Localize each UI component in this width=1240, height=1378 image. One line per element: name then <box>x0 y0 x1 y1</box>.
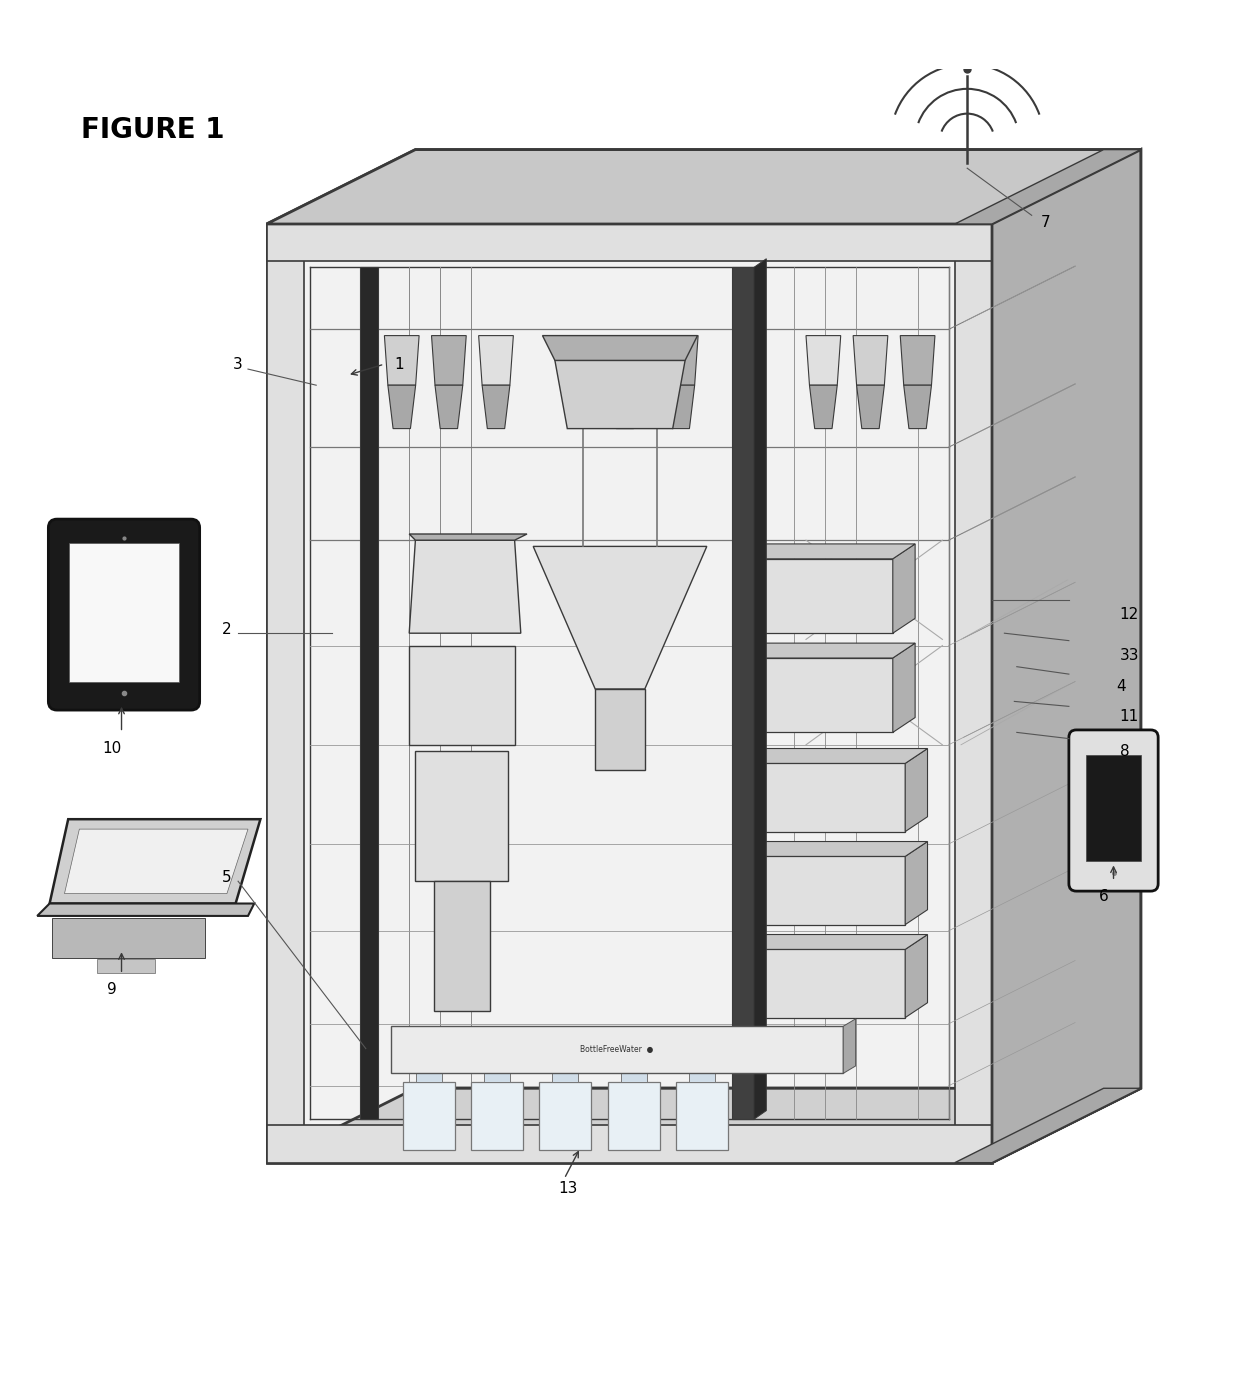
Polygon shape <box>552 1067 578 1082</box>
Text: 7: 7 <box>1040 215 1050 230</box>
Polygon shape <box>744 748 928 763</box>
Text: 9: 9 <box>107 981 117 996</box>
Polygon shape <box>732 267 754 1119</box>
Polygon shape <box>37 904 254 916</box>
Polygon shape <box>620 1067 647 1082</box>
Polygon shape <box>64 830 248 893</box>
Polygon shape <box>992 150 1141 1163</box>
Polygon shape <box>432 336 466 386</box>
Polygon shape <box>744 934 928 949</box>
Polygon shape <box>484 1067 511 1082</box>
Polygon shape <box>900 336 935 386</box>
Polygon shape <box>744 856 905 925</box>
Polygon shape <box>267 150 1141 225</box>
Polygon shape <box>415 751 508 881</box>
Polygon shape <box>267 225 304 1163</box>
Polygon shape <box>853 336 888 386</box>
Polygon shape <box>667 386 694 429</box>
Text: 11: 11 <box>1120 708 1140 723</box>
Polygon shape <box>267 1089 1141 1163</box>
Polygon shape <box>267 150 1141 225</box>
Text: 4: 4 <box>1116 679 1126 695</box>
Polygon shape <box>754 259 766 1119</box>
Text: 13: 13 <box>558 1181 578 1196</box>
Polygon shape <box>409 540 521 634</box>
Polygon shape <box>955 225 992 1163</box>
Polygon shape <box>744 842 928 856</box>
Polygon shape <box>608 1082 660 1151</box>
Text: 8: 8 <box>1120 744 1130 758</box>
Polygon shape <box>663 336 698 386</box>
Polygon shape <box>595 689 645 769</box>
Polygon shape <box>267 225 992 262</box>
Text: 2: 2 <box>222 621 232 637</box>
Bar <box>1086 755 1141 861</box>
Text: 10: 10 <box>102 741 122 757</box>
Text: 6: 6 <box>1099 889 1109 904</box>
Polygon shape <box>556 361 684 429</box>
Polygon shape <box>360 267 378 1119</box>
Polygon shape <box>806 336 841 386</box>
Polygon shape <box>744 659 893 732</box>
Polygon shape <box>434 881 490 1011</box>
Polygon shape <box>267 1126 992 1163</box>
Polygon shape <box>955 1089 1141 1163</box>
Polygon shape <box>810 386 837 429</box>
Polygon shape <box>479 336 513 386</box>
Polygon shape <box>52 918 205 958</box>
Polygon shape <box>904 386 931 429</box>
Polygon shape <box>391 1027 843 1073</box>
Text: 3: 3 <box>233 357 243 372</box>
Polygon shape <box>905 842 928 925</box>
Text: 5: 5 <box>222 870 232 885</box>
Polygon shape <box>471 1082 523 1151</box>
Polygon shape <box>50 819 260 904</box>
Polygon shape <box>744 763 905 831</box>
Polygon shape <box>744 644 915 659</box>
Polygon shape <box>543 336 697 361</box>
Polygon shape <box>384 336 419 386</box>
Polygon shape <box>611 386 639 429</box>
Polygon shape <box>409 646 515 744</box>
Polygon shape <box>893 544 915 634</box>
Polygon shape <box>97 959 155 973</box>
Polygon shape <box>533 547 707 689</box>
FancyBboxPatch shape <box>48 520 200 710</box>
Polygon shape <box>992 150 1141 1163</box>
Polygon shape <box>539 1082 591 1151</box>
Text: BottleFreeWater  ●: BottleFreeWater ● <box>580 1046 653 1054</box>
Polygon shape <box>744 544 915 559</box>
Polygon shape <box>905 934 928 1017</box>
Polygon shape <box>955 150 1141 225</box>
Polygon shape <box>905 748 928 831</box>
Polygon shape <box>403 1082 455 1151</box>
Text: 33: 33 <box>1120 648 1140 663</box>
Polygon shape <box>267 225 992 1163</box>
Text: 1: 1 <box>394 357 404 372</box>
Polygon shape <box>435 386 463 429</box>
Polygon shape <box>893 644 915 732</box>
Polygon shape <box>676 1082 728 1151</box>
Text: 12: 12 <box>1120 608 1140 621</box>
Polygon shape <box>744 949 905 1017</box>
Polygon shape <box>417 1067 443 1082</box>
Polygon shape <box>744 559 893 634</box>
Polygon shape <box>843 1018 856 1073</box>
Polygon shape <box>689 1067 714 1082</box>
Polygon shape <box>409 535 527 540</box>
Bar <box>69 543 179 682</box>
FancyBboxPatch shape <box>1069 730 1158 892</box>
Polygon shape <box>608 336 642 386</box>
Text: FIGURE 1: FIGURE 1 <box>81 116 224 145</box>
Polygon shape <box>482 386 510 429</box>
Polygon shape <box>857 386 884 429</box>
Polygon shape <box>388 386 415 429</box>
